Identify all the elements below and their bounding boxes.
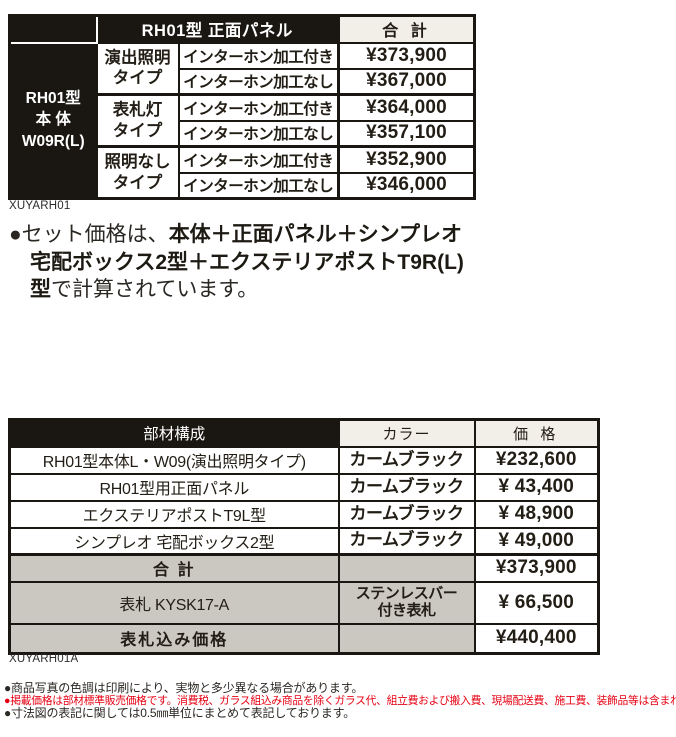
total-price-cell: ¥373,900 — [473, 553, 600, 583]
part-color-cell: カームブラック — [337, 526, 476, 556]
part-name-cell: エクステリアポストT9L型 — [8, 499, 340, 529]
part-name-cell: RH01型用正面パネル — [8, 472, 340, 502]
parts-header-cell: 部材構成 — [8, 418, 340, 448]
total-label-cell: 合 計 — [8, 553, 340, 583]
type-cell: 表札灯 タイプ — [95, 93, 180, 148]
table-row: インターホン加工なし ¥346,000 — [10, 171, 476, 200]
nameplate-price-cell: ¥ 66,500 — [473, 580, 600, 625]
table-row: シンプレオ 宅配ボックス2型 カームブラック ¥ 49,000 — [8, 526, 600, 556]
price-cell: ¥373,900 — [337, 41, 476, 70]
table-row: インターホン加工なし ¥357,100 — [10, 119, 476, 148]
final-price-row: 表札込み価格 ¥440,400 — [8, 622, 600, 655]
part-color-cell: カームブラック — [337, 445, 476, 475]
part-color-cell: カームブラック — [337, 472, 476, 502]
footnote-color-disclaimer: ●商品写真の色調は印刷により、実物と多少異なる場合があります。 — [4, 681, 364, 695]
table-code-label: XUYARH01 — [9, 200, 71, 212]
price-cell: ¥346,000 — [337, 171, 476, 200]
table-code-label: XUYARH01A — [9, 653, 79, 665]
price-cell: ¥364,000 — [337, 93, 476, 122]
set-price-table: RH01型 正面パネル 合 計 RH01型 本 体 W09R(L) 演出照明 タ… — [8, 14, 476, 200]
option-cell: インターホン加工付き — [177, 41, 340, 70]
type-cell: 演出照明 タイプ — [95, 41, 180, 96]
part-price-cell: ¥ 43,400 — [473, 472, 600, 502]
total-row: 合 計 ¥373,900 — [8, 553, 600, 583]
parts-table: 部材構成 カラー 価 格 RH01型本体L・W09(演出照明タイプ) カームブラ… — [8, 418, 600, 655]
footnote-price-disclaimer: ●掲載価格は部材標準販売価格です。消費税、ガラス組込み商品を除くガラス代、組立費… — [4, 694, 676, 707]
part-color-cell: カームブラック — [337, 499, 476, 529]
table-row: RH01型本体L・W09(演出照明タイプ) カームブラック ¥232,600 — [8, 445, 600, 475]
option-cell: インターホン加工付き — [177, 145, 340, 174]
option-cell: インターホン加工なし — [177, 119, 340, 148]
final-color-cell — [337, 622, 476, 655]
option-cell: インターホン加工なし — [177, 67, 340, 96]
table-row: 表札灯 タイプ インターホン加工付き ¥364,000 — [10, 93, 476, 148]
final-label-cell: 表札込み価格 — [8, 622, 340, 655]
option-cell: インターホン加工付き — [177, 93, 340, 122]
table-row: RH01型用正面パネル カームブラック ¥ 43,400 — [8, 472, 600, 502]
table-row: インターホン加工なし ¥367,000 — [10, 67, 476, 96]
type-cell: 照明なし タイプ — [95, 145, 180, 200]
table-row: 照明なし タイプ インターホン加工付き ¥352,900 — [10, 145, 476, 200]
color-header-cell: カラー — [337, 418, 476, 448]
table-row: エクステリアポストT9L型 カームブラック ¥ 48,900 — [8, 499, 600, 529]
total-color-cell — [337, 553, 476, 583]
set-note-suffix: で計算されています。 — [51, 278, 259, 301]
part-price-cell: ¥ 48,900 — [473, 499, 600, 529]
price-cell: ¥357,100 — [337, 119, 476, 148]
product-model-cell: RH01型 本 体 W09R(L) — [8, 41, 98, 200]
price-cell: ¥367,000 — [337, 67, 476, 96]
final-price-cell: ¥440,400 — [473, 622, 600, 655]
option-cell: インターホン加工なし — [177, 171, 340, 200]
part-price-cell: ¥ 49,000 — [473, 526, 600, 556]
parts-header-row: 部材構成 カラー 価 格 — [8, 418, 600, 448]
set-price-note: ●セット価格は、本体＋正面パネル＋シンプレオ宅配ボックス2型＋エクステリアポスト… — [9, 221, 475, 304]
total-header-cell: 合 計 — [337, 14, 476, 44]
part-price-cell: ¥232,600 — [473, 445, 600, 475]
part-name-cell: RH01型本体L・W09(演出照明タイプ) — [8, 445, 340, 475]
table-row: RH01型 本 体 W09R(L) 演出照明 タイプ インターホン加工付き ¥3… — [8, 41, 476, 200]
price-cell: ¥352,900 — [337, 145, 476, 174]
footnotes: ●商品写真の色調は印刷により、実物と多少異なる場合があります。 ●掲載価格は部材… — [4, 682, 676, 720]
set-note-bold: 本体＋正面パネル＋シンプレオ宅配ボックス2型＋エクステリアポストT9R(L)型 — [30, 223, 464, 301]
nameplate-name-cell: 表札 KYSK17-A — [8, 580, 340, 625]
footnote-dimension-disclaimer: ●寸法図の表記に関しては0.5㎜単位にまとめて表記しております。 — [4, 706, 356, 720]
nameplate-row: 表札 KYSK17-A ステンレスバー 付き表札 ¥ 66,500 — [8, 580, 600, 625]
nameplate-color-cell: ステンレスバー 付き表札 — [337, 580, 476, 625]
set-note-prefix: ●セット価格は、 — [9, 223, 169, 246]
price-header-cell: 価 格 — [473, 418, 600, 448]
corner-cell — [8, 14, 98, 44]
panel-header-cell: RH01型 正面パネル — [95, 14, 340, 44]
part-name-cell: シンプレオ 宅配ボックス2型 — [8, 526, 340, 556]
set-price-header-row: RH01型 正面パネル 合 計 — [8, 14, 476, 44]
